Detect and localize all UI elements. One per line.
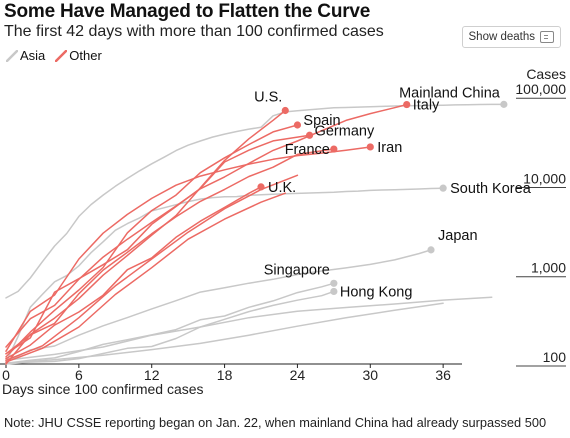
legend: Asia Other [6,48,102,63]
x-tick-label: 18 [217,367,233,383]
endpoint-marker-singapore [330,279,338,287]
series-line-spain [5,124,299,358]
series-label-mainland-china: Mainland China [399,85,501,101]
legend-label-asia: Asia [20,48,46,63]
show-deaths-label: Show deaths [468,31,536,43]
y-tick-label: 100,000 [515,81,566,97]
series-label-france: France [285,142,330,158]
series-label-south-korea: South Korea [450,181,532,197]
endpoint-marker-u-s [281,106,289,115]
x-tick-label: 36 [435,367,451,383]
x-tick-label: 0 [2,367,10,383]
series-label-germany: Germany [315,123,375,139]
endpoint-marker-hong-kong [330,287,338,296]
series-label-italy: Italy [413,98,440,114]
x-axis-label: Days since 100 confirmed cases [2,381,204,397]
chart-subtitle: The first 42 days with more than 100 con… [4,23,384,40]
endpoint-marker-mainland-china [500,100,508,108]
y-tick-label: 1,000 [531,260,566,276]
x-tick-label: 24 [290,367,306,383]
series-line-germany [5,134,311,355]
series-line [5,296,493,362]
series-line-italy [5,103,408,348]
series-line-france [5,148,335,355]
series-line [5,174,299,362]
endpoint-marker-spain [293,121,302,129]
footnote: Note: JHU CSSE reporting began on Jan. 2… [4,415,547,430]
y-tick-label: 100 [543,349,567,365]
toggle-icon [540,31,554,43]
legend-item-asia: Asia [6,48,45,63]
legend-swatch-other [55,49,68,62]
series-line-u-k [5,186,262,360]
endpoint-marker-south-korea [439,184,447,192]
show-deaths-button[interactable]: Show deaths [461,26,561,48]
series-label-singapore: Singapore [264,262,330,278]
series-line [5,192,287,363]
series-line-japan [5,249,432,363]
x-tick-label: 6 [75,367,83,383]
y-tick-label: 10,000 [523,170,566,186]
series-line-iran [5,146,372,352]
series-label-u-s: U.S. [254,89,282,105]
legend-label-other: Other [69,48,102,63]
series-line-u-s [5,109,287,365]
series-label-u-k: U.K. [268,180,296,196]
series-label-spain: Spain [303,113,340,129]
series-line-singapore [5,282,335,364]
series-label-iran: Iran [377,140,402,156]
series-label-japan: Japan [438,228,478,244]
series-line-mainland-china [5,103,505,299]
x-tick-label: 12 [144,367,160,383]
endpoint-marker-iran [366,143,374,151]
endpoint-marker-u-k [257,183,265,191]
x-tick-label: 30 [362,367,378,383]
chart-title: Some Have Managed to Flatten the Curve [4,1,371,22]
legend-swatch-asia [6,49,18,62]
series-label-hong-kong: Hong Kong [340,284,413,300]
legend-item-other: Other [55,48,102,63]
endpoint-marker-italy [403,100,411,109]
series-line [5,302,444,364]
series-line-hong-kong [5,290,335,365]
endpoint-marker-japan [427,246,435,254]
endpoint-marker-germany [305,131,314,139]
series-line-south-korea [5,187,444,364]
endpoint-marker-france [330,145,338,153]
y-axis-label: Cases [526,66,566,82]
